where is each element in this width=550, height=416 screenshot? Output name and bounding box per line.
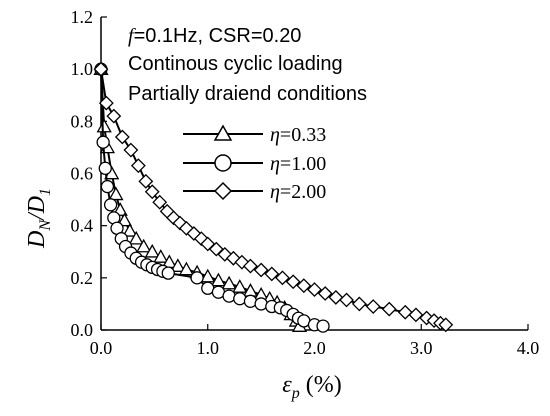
data-point-diamond bbox=[123, 142, 139, 158]
data-point-circle bbox=[100, 179, 115, 194]
data-point-triangle bbox=[136, 238, 152, 253]
data-point-circle bbox=[254, 297, 268, 311]
legend-value: =1.00 bbox=[280, 153, 326, 175]
legend-circle-marker bbox=[214, 154, 232, 172]
data-point-diamond bbox=[253, 262, 269, 278]
data-point-diamond bbox=[264, 266, 280, 282]
annotation-line3: Partially draiend conditions bbox=[128, 83, 367, 105]
y-tick-label: 0.2 bbox=[71, 268, 94, 288]
x-axis-label: εp (%) bbox=[282, 372, 341, 402]
legend-triangle-marker bbox=[213, 124, 233, 141]
data-point-diamond bbox=[339, 292, 354, 308]
data-point-circle bbox=[222, 289, 236, 303]
data-point-triangle bbox=[178, 261, 195, 276]
data-point-triangle bbox=[221, 275, 237, 290]
data-point-diamond bbox=[365, 299, 381, 314]
x-label-main: ε bbox=[282, 372, 292, 398]
x-tick-label: 0.0 bbox=[90, 338, 113, 358]
data-point-diamond bbox=[152, 194, 168, 210]
data-point-diamond bbox=[98, 95, 114, 111]
legend-diamond-marker bbox=[213, 181, 233, 201]
legend-entry-eta-200: η=2.00 bbox=[183, 181, 326, 203]
y-axis-label: DN/D1 bbox=[24, 188, 54, 249]
data-point-circle bbox=[96, 135, 110, 149]
data-point-diamond bbox=[285, 274, 301, 290]
annotation-line1-rest: =0.1Hz, CSR=0.20 bbox=[134, 25, 302, 47]
series-layer bbox=[93, 61, 454, 333]
x-tick-label: 2.0 bbox=[303, 338, 326, 358]
annotation-line2: Continous cyclic loading bbox=[128, 53, 343, 75]
data-point-triangle bbox=[170, 258, 186, 272]
legend-entry-eta-100: η=1.00 bbox=[183, 153, 326, 175]
y-tick-label: 1.0 bbox=[71, 59, 94, 79]
data-point-triangle bbox=[153, 249, 169, 263]
data-point-diamond bbox=[438, 317, 454, 333]
annotation-f: f bbox=[128, 25, 136, 47]
x-label-sub: p bbox=[291, 385, 300, 402]
data-point-diamond bbox=[397, 304, 413, 320]
x-tick-label: 4.0 bbox=[517, 338, 540, 358]
y-label-a: D bbox=[24, 231, 50, 249]
y-tick-label: 0.0 bbox=[71, 320, 94, 340]
x-tick-label: 3.0 bbox=[410, 338, 433, 358]
legend-label: η=1.00 bbox=[270, 153, 326, 175]
data-point-triangle bbox=[144, 243, 160, 258]
y-tick-label: 0.8 bbox=[71, 111, 94, 131]
data-point-triangle bbox=[96, 118, 112, 133]
data-point-diamond bbox=[106, 108, 122, 124]
data-point-circle bbox=[161, 266, 175, 280]
data-point-triangle bbox=[108, 186, 124, 201]
legend-label: η=0.33 bbox=[270, 124, 326, 146]
y-tick-label: 1.2 bbox=[71, 7, 94, 27]
y-label-b: /D bbox=[24, 196, 50, 222]
legend-entry-eta-033: η=0.33 bbox=[183, 124, 326, 146]
data-point-diamond bbox=[275, 270, 290, 286]
y-tick-label: 0.6 bbox=[71, 164, 94, 184]
axes: 0.0 0.2 0.4 0.6 0.8 1.0 1.2 0.0 1.0 2.0 3.0 4.0 bbox=[71, 7, 540, 358]
data-point-diamond bbox=[351, 296, 367, 312]
data-point-diamond bbox=[317, 286, 333, 301]
legend-label: η=2.00 bbox=[270, 181, 326, 203]
data-point-diamond bbox=[296, 278, 312, 294]
legend-value: =0.33 bbox=[280, 124, 326, 146]
annotation-line1: f=0.1Hz, CSR=0.20 bbox=[128, 25, 301, 47]
data-point-triangle bbox=[122, 223, 138, 237]
data-point-circle bbox=[98, 161, 112, 175]
data-point-diamond bbox=[93, 61, 109, 77]
data-point-circle bbox=[190, 271, 204, 285]
data-point-diamond bbox=[138, 173, 154, 189]
legend-eta: η bbox=[270, 153, 280, 175]
series-diamond bbox=[93, 61, 454, 333]
data-point-circle bbox=[103, 198, 118, 212]
x-tick-label: 1.0 bbox=[197, 338, 220, 358]
y-label-a-sub: N bbox=[37, 219, 54, 232]
data-point-diamond bbox=[328, 289, 344, 305]
data-point-triangle bbox=[116, 212, 133, 227]
data-point-diamond bbox=[408, 307, 424, 323]
data-point-diamond bbox=[130, 158, 146, 174]
legend-value: =2.00 bbox=[280, 181, 326, 203]
legend-eta: η bbox=[270, 181, 280, 203]
data-point-diamond bbox=[144, 184, 160, 200]
legend-eta: η bbox=[270, 124, 280, 146]
data-point-triangle bbox=[128, 230, 144, 245]
x-label-rest: (%) bbox=[300, 372, 342, 398]
data-point-diamond bbox=[381, 301, 397, 317]
data-point-diamond bbox=[307, 282, 322, 297]
data-point-circle bbox=[316, 319, 330, 333]
data-point-diamond bbox=[243, 258, 258, 274]
series-circle bbox=[94, 62, 330, 333]
data-point-circle bbox=[233, 292, 247, 306]
data-point-circle bbox=[243, 294, 258, 308]
y-tick-label: 0.4 bbox=[71, 216, 94, 236]
y-label-b-sub: 1 bbox=[37, 188, 54, 196]
data-point-diamond bbox=[114, 129, 130, 145]
legend: η=0.33 η=1.00 η=2.00 bbox=[183, 124, 326, 203]
